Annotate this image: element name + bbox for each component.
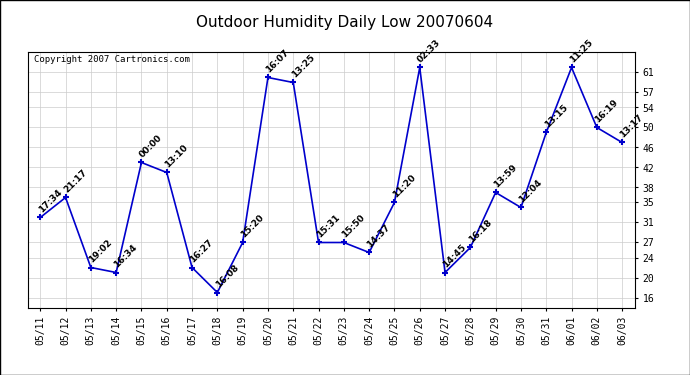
Text: 19:02: 19:02 — [87, 238, 114, 265]
Text: 13:15: 13:15 — [542, 103, 569, 130]
Text: 13:59: 13:59 — [492, 163, 519, 190]
Text: 13:17: 13:17 — [618, 113, 645, 140]
Text: 17:34: 17:34 — [37, 188, 63, 215]
Text: 14:45: 14:45 — [442, 243, 469, 270]
Text: 13:10: 13:10 — [163, 143, 190, 170]
Text: 11:20: 11:20 — [391, 173, 417, 200]
Text: 15:20: 15:20 — [239, 213, 266, 240]
Text: 15:31: 15:31 — [315, 213, 342, 240]
Text: 14:37: 14:37 — [366, 223, 393, 250]
Text: 13:25: 13:25 — [290, 53, 316, 80]
Text: 12:04: 12:04 — [518, 178, 544, 205]
Text: 15:50: 15:50 — [340, 213, 367, 240]
Text: 16:18: 16:18 — [466, 218, 493, 245]
Text: 21:17: 21:17 — [62, 168, 88, 195]
Text: Copyright 2007 Cartronics.com: Copyright 2007 Cartronics.com — [34, 55, 190, 64]
Text: 00:00: 00:00 — [138, 134, 164, 160]
Text: Outdoor Humidity Daily Low 20070604: Outdoor Humidity Daily Low 20070604 — [197, 15, 493, 30]
Text: 16:19: 16:19 — [593, 98, 620, 125]
Text: 16:07: 16:07 — [264, 48, 291, 75]
Text: 11:25: 11:25 — [568, 38, 595, 65]
Text: 16:34: 16:34 — [112, 243, 139, 270]
Text: 02:33: 02:33 — [416, 38, 443, 65]
Text: 16:27: 16:27 — [188, 238, 215, 265]
Text: 16:08: 16:08 — [214, 263, 240, 290]
